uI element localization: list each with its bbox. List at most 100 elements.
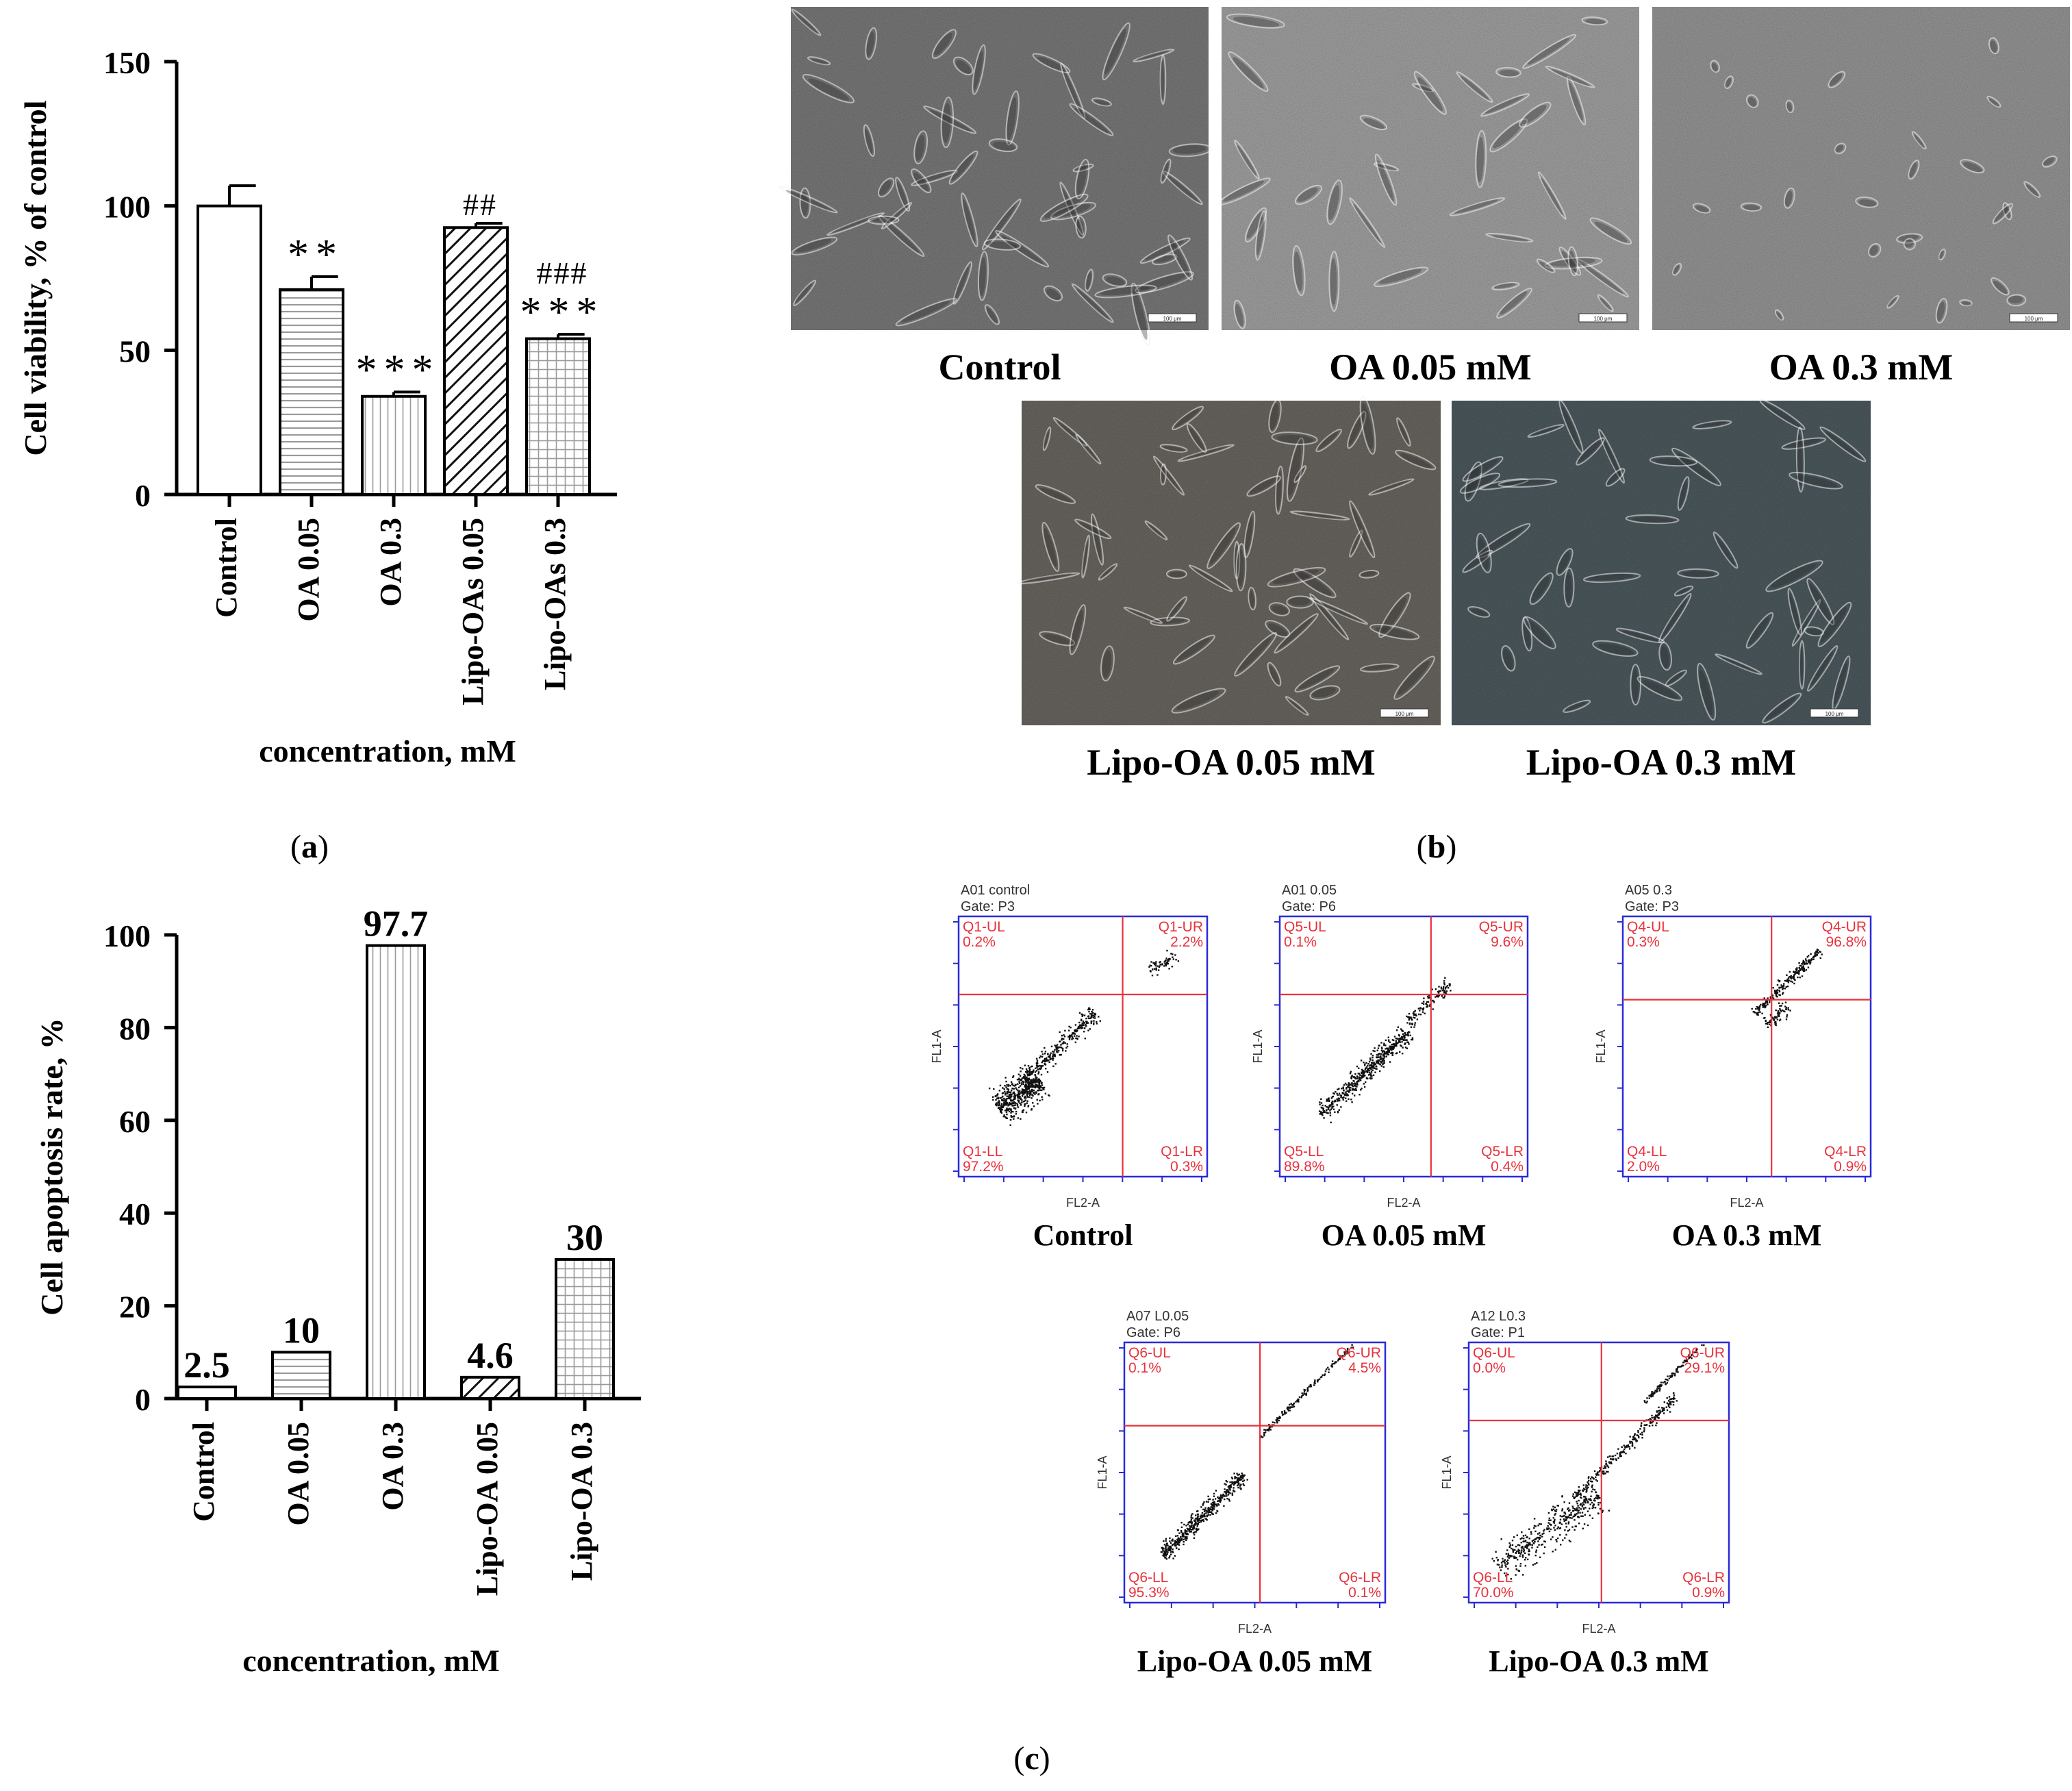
- event-dot: [1263, 1434, 1265, 1437]
- event-dot: [1029, 1085, 1031, 1088]
- event-dot: [1165, 1538, 1167, 1540]
- event-dot: [1658, 1390, 1660, 1392]
- event-dot: [1415, 1014, 1417, 1016]
- event-dot: [1090, 1014, 1093, 1016]
- event-dot: [1582, 1484, 1584, 1486]
- event-dot: [1657, 1385, 1660, 1387]
- event-dot: [1396, 1038, 1398, 1040]
- event-dot: [1769, 1023, 1771, 1025]
- event-dot: [1056, 1051, 1058, 1053]
- cell-body: [879, 180, 892, 195]
- event-dot: [1091, 1009, 1094, 1011]
- cell-outline: [779, 186, 838, 214]
- event-dot: [1580, 1515, 1582, 1517]
- event-dot: [1776, 991, 1778, 994]
- event-dot: [1074, 1041, 1076, 1044]
- event-dot: [1241, 1473, 1243, 1475]
- event-dot: [1207, 1512, 1209, 1514]
- event-dot: [1220, 1499, 1222, 1502]
- cell-outline: [1166, 596, 1188, 622]
- event-dot: [1673, 1394, 1676, 1397]
- event-dot: [1165, 1555, 1167, 1557]
- event-dot: [1548, 1527, 1550, 1529]
- cell-outline: [988, 138, 1018, 153]
- event-dot: [1779, 1018, 1782, 1020]
- event-dot: [1188, 1529, 1190, 1531]
- event-dot: [1195, 1531, 1197, 1533]
- event-dot: [1394, 1044, 1396, 1046]
- cell-body: [1074, 108, 1109, 134]
- cell-shapes: [1672, 37, 2058, 324]
- flow-plot-caption: Control: [1033, 1218, 1133, 1252]
- event-dot: [1387, 1039, 1390, 1041]
- event-dot: [1276, 1417, 1278, 1419]
- event-dot: [1026, 1081, 1028, 1084]
- event-dot: [1365, 1081, 1367, 1084]
- event-dot: [1009, 1097, 1011, 1099]
- event-dot: [1060, 1044, 1062, 1046]
- cell-outline: [1075, 434, 1102, 465]
- event-dot: [1018, 1092, 1020, 1094]
- data-label: 97.7: [364, 903, 429, 944]
- event-dot: [1363, 1070, 1365, 1072]
- event-dot: [1033, 1069, 1035, 1071]
- flow-x-axis-label: FL2-A: [1730, 1196, 1763, 1210]
- event-dot: [1437, 990, 1439, 993]
- event-dot: [1009, 1102, 1011, 1104]
- cell-outline: [1563, 699, 1591, 713]
- event-dot: [1013, 1102, 1015, 1104]
- event-dot: [1029, 1092, 1031, 1094]
- event-dot: [1513, 1557, 1515, 1560]
- event-dot: [1565, 1523, 1567, 1525]
- event-dot: [1441, 995, 1443, 997]
- event-dot: [1498, 1564, 1500, 1566]
- cell-outline: [2023, 181, 2041, 198]
- event-dot: [1039, 1086, 1041, 1088]
- event-dot: [1541, 1533, 1543, 1535]
- event-dot: [1695, 1351, 1697, 1353]
- event-dot: [1190, 1520, 1192, 1523]
- cell-outline: [1740, 202, 1763, 212]
- event-dot: [1556, 1527, 1558, 1530]
- event-dot: [1652, 1420, 1654, 1423]
- event-dot: [1020, 1084, 1023, 1086]
- event-dot: [1380, 1049, 1383, 1051]
- event-dot: [1186, 1527, 1189, 1530]
- event-dot: [1340, 1106, 1342, 1108]
- event-dot: [1031, 1079, 1033, 1081]
- cell-outline: [1043, 285, 1063, 302]
- significance-marker: **: [288, 231, 344, 278]
- event-dot: [1793, 975, 1795, 977]
- cell-body: [992, 141, 1015, 151]
- x-tick-label: Lipo-OAs 0.05: [456, 518, 490, 705]
- event-dot: [1414, 1024, 1416, 1026]
- event-dot: [1021, 1101, 1023, 1103]
- cell-body: [1858, 199, 1877, 207]
- event-dot: [1024, 1105, 1026, 1107]
- cell-body: [1361, 403, 1373, 449]
- event-dot: [1814, 952, 1816, 954]
- event-dot: [1233, 1490, 1236, 1492]
- cell-outline: [1071, 283, 1114, 323]
- event-dot: [1600, 1501, 1602, 1504]
- event-dot: [1041, 1051, 1043, 1053]
- event-dot: [1338, 1092, 1341, 1094]
- event-dot: [1518, 1549, 1521, 1552]
- event-dot: [1072, 1032, 1074, 1035]
- event-dot: [1769, 1021, 1771, 1023]
- event-dot: [1284, 1413, 1286, 1415]
- cell-body: [901, 301, 950, 323]
- event-dot: [1443, 990, 1446, 992]
- event-dot: [1191, 1524, 1193, 1527]
- event-dot: [1233, 1483, 1235, 1486]
- event-dot: [1532, 1539, 1534, 1541]
- event-dot: [1788, 979, 1790, 981]
- event-dot: [1365, 1077, 1368, 1079]
- event-dot: [1370, 1053, 1372, 1055]
- event-dot: [1645, 1424, 1647, 1426]
- event-dot: [1596, 1473, 1599, 1475]
- event-dot: [1403, 1036, 1405, 1038]
- event-dot: [1361, 1071, 1363, 1073]
- event-dot: [1002, 1115, 1005, 1118]
